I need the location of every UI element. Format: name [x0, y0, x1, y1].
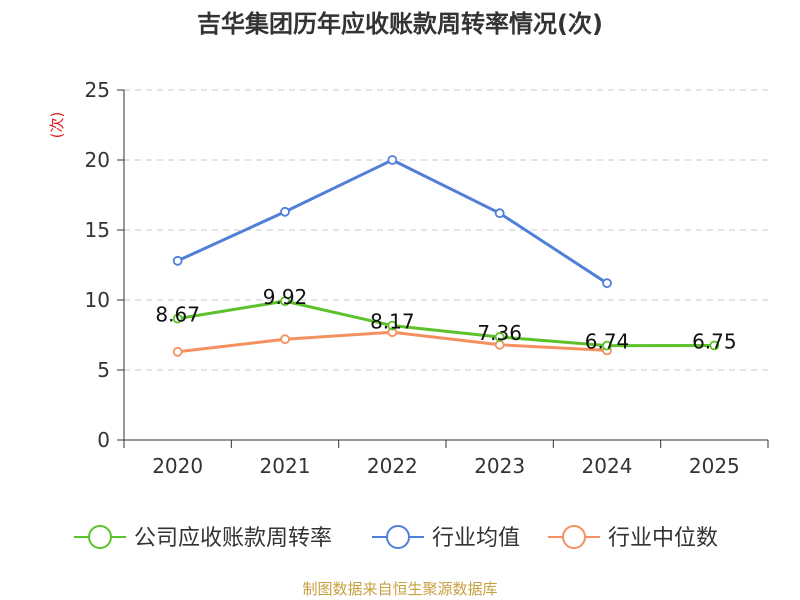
series-1-point-2021: [280, 206, 290, 217]
legend-label-1: 行业均值: [432, 526, 520, 551]
y-tick-label-5: 5: [97, 358, 110, 382]
series-0-point-2023: [494, 332, 505, 342]
source-note: 制图数据来自恒生聚源数据库: [302, 580, 497, 598]
legend-marker-2: [562, 525, 586, 549]
legend: 公司应收账款周转率 行业均值 行业中位数: [74, 525, 718, 551]
y-tick-label-15: 15: [85, 218, 110, 242]
legend-label-2: 行业中位数: [608, 526, 718, 551]
legend-label-0: 公司应收账款周转率: [134, 526, 332, 551]
series-1-point-2022: [387, 155, 398, 165]
series-0-point-2021: [280, 296, 290, 307]
series-2-point-2020: [172, 346, 183, 357]
series-1-point-2020: [172, 255, 183, 266]
series-line-0: [177, 299, 715, 348]
series-0-point-2022: [387, 320, 398, 331]
x-tick-label-2023: 2023: [474, 454, 525, 478]
series-1-point-2024: [602, 278, 612, 289]
y-tick-label-20: 20: [85, 148, 110, 172]
data-label-2021: 9.92: [263, 285, 308, 309]
data-label-2023: 7.36: [477, 321, 522, 345]
series-0-point-2020: [172, 313, 183, 324]
chart-title: 吉华集团历年应收账款周转率情况(次): [197, 10, 603, 38]
data-label-2022: 8.17: [370, 310, 415, 334]
series-0-point-2025: [709, 340, 720, 351]
series-2-point-2021: [280, 334, 290, 345]
y-axis-label: (次): [48, 112, 66, 139]
legend-marker-0: [88, 525, 112, 549]
data-label-2020: 8.67: [155, 303, 200, 327]
y-tick-label-0: 0: [97, 428, 110, 452]
series-lines: [172, 155, 720, 357]
y-tick-label-10: 10: [85, 288, 110, 312]
x-tick-label-2021: 2021: [260, 454, 311, 478]
x-tick-label-2024: 2024: [582, 454, 633, 478]
data-labels: 8.67 9.92 8.17 7.36 6.74 6.75: [155, 285, 736, 354]
series-1-point-2023: [494, 208, 505, 219]
legend-marker-1: [386, 525, 410, 549]
x-tick-label-2022: 2022: [367, 454, 418, 478]
data-label-2025: 6.75: [692, 330, 737, 354]
series-0-point-2024: [602, 340, 612, 351]
grid-lines: [124, 89, 768, 371]
x-tick-label-2025: 2025: [689, 454, 740, 478]
series-line-1: [177, 158, 608, 285]
data-label-2024: 6.74: [585, 330, 630, 354]
x-tick-label-2020: 2020: [152, 454, 203, 478]
y-tick-label-25: 25: [85, 78, 110, 102]
